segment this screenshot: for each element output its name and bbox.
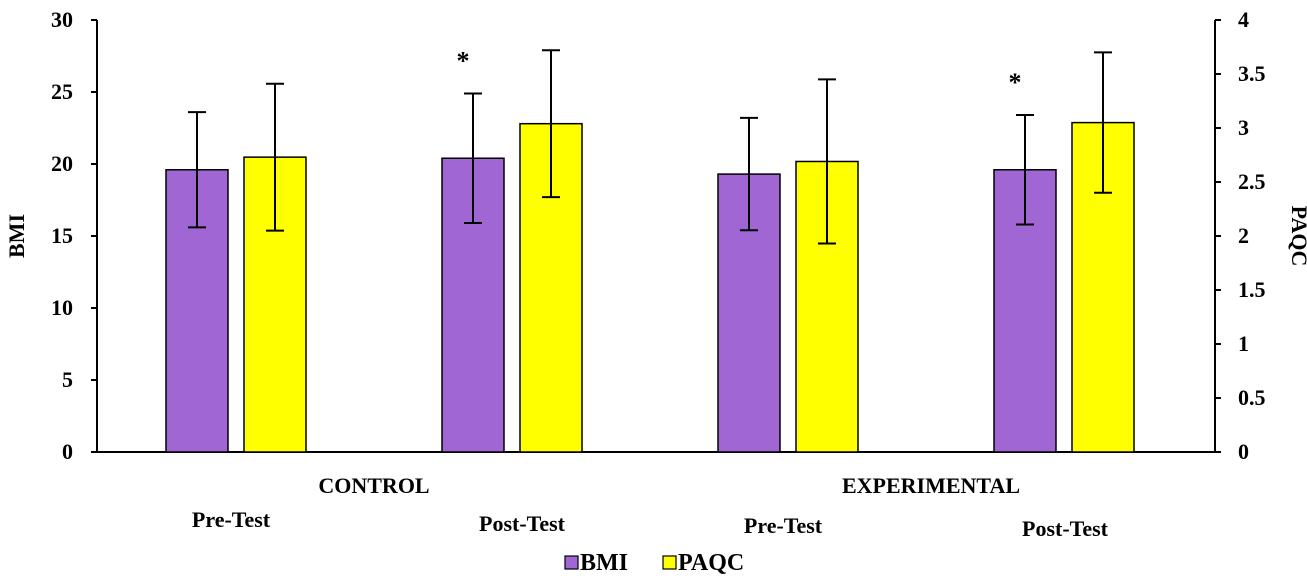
y2-axis-title: PAQC — [1287, 206, 1307, 267]
legend-swatch-paqc — [662, 555, 677, 570]
category-label: Post-Test — [1022, 516, 1109, 541]
legend-swatch-bmi — [564, 555, 579, 570]
left-tick-label: 25 — [51, 79, 73, 104]
right-tick-label: 3.5 — [1238, 61, 1266, 86]
category-label: Post-Test — [479, 511, 566, 536]
category-label: Pre-Test — [192, 507, 271, 532]
right-tick-label: 2.5 — [1238, 169, 1266, 194]
y-axis-title: BMI — [4, 214, 29, 258]
legend-label: PAQC — [678, 550, 744, 576]
category-label: Pre-Test — [744, 513, 823, 538]
error-bars — [188, 49, 1112, 245]
left-tick-label: 10 — [51, 295, 73, 320]
right-tick-label: 0 — [1238, 439, 1249, 464]
group-label: EXPERIMENTAL — [842, 473, 1020, 498]
left-tick-label: 20 — [51, 151, 73, 176]
left-tick-labels: 0 5 10 15 20 25 30 — [51, 7, 97, 464]
right-tick-labels: 0 0.5 1 1.5 2 2.5 3 3.5 4 — [1215, 7, 1266, 464]
significance-marks: ** — [457, 46, 1022, 97]
right-tick-label: 1.5 — [1238, 277, 1266, 302]
right-tick-label: 0.5 — [1238, 385, 1266, 410]
right-tick-label: 3 — [1238, 115, 1249, 140]
legend: BMI PAQC — [564, 550, 744, 576]
left-tick-label: 0 — [62, 439, 73, 464]
group-label: CONTROL — [318, 473, 429, 498]
left-tick-label: 5 — [62, 367, 73, 392]
significance-star: * — [1009, 68, 1022, 97]
right-tick-label: 2 — [1238, 223, 1249, 248]
significance-star: * — [457, 46, 470, 75]
left-tick-label: 15 — [51, 223, 73, 248]
x-labels: CONTROL EXPERIMENTAL Pre-Test Post-Test Pre-… — [192, 473, 1109, 541]
right-tick-label: 1 — [1238, 331, 1249, 356]
right-tick-label: 4 — [1238, 7, 1249, 32]
left-tick-label: 30 — [51, 7, 73, 32]
bars — [165, 121, 1135, 453]
legend-label: BMI — [580, 550, 628, 576]
